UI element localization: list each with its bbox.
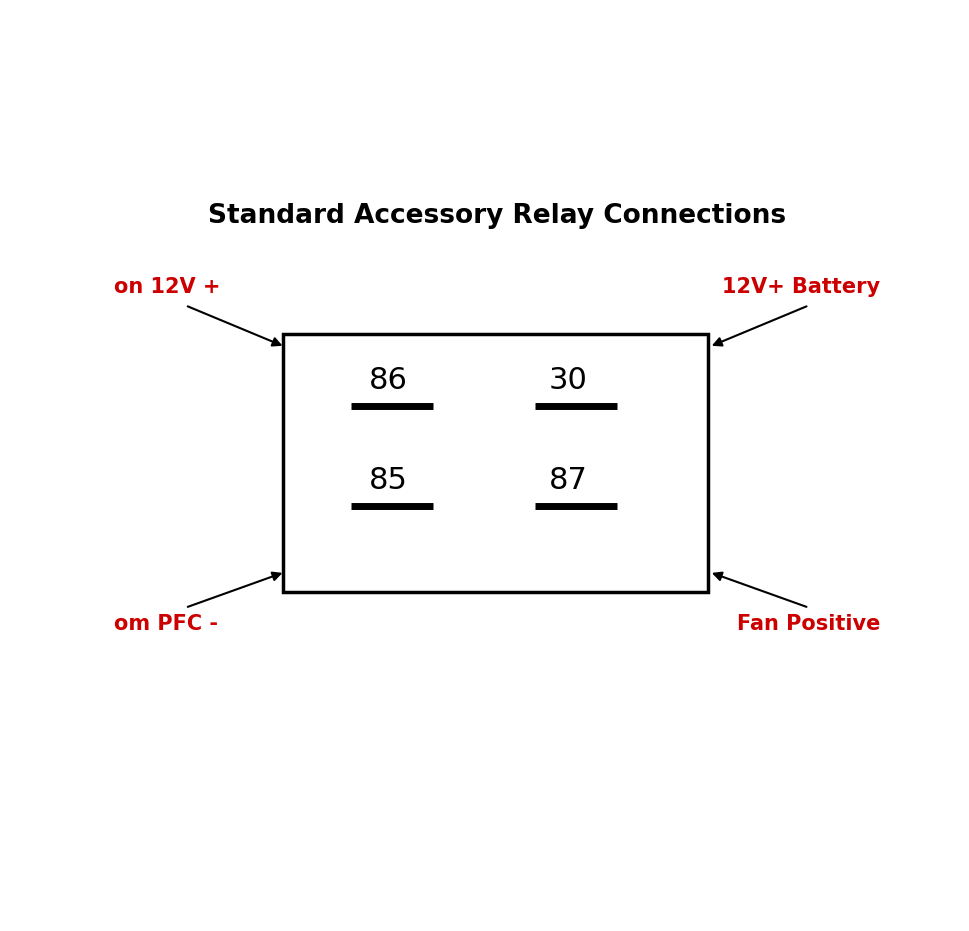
Text: 87: 87 xyxy=(548,466,587,495)
Text: 12V+ Battery: 12V+ Battery xyxy=(722,277,880,297)
Text: Standard Accessory Relay Connections: Standard Accessory Relay Connections xyxy=(207,203,786,229)
Text: om PFC -: om PFC - xyxy=(113,614,217,634)
Bar xyxy=(283,334,706,592)
Text: on 12V +: on 12V + xyxy=(113,277,220,297)
Text: Fan Positive: Fan Positive xyxy=(736,614,880,634)
Text: 85: 85 xyxy=(368,466,407,495)
Text: 30: 30 xyxy=(548,366,587,395)
Text: 86: 86 xyxy=(368,366,407,395)
